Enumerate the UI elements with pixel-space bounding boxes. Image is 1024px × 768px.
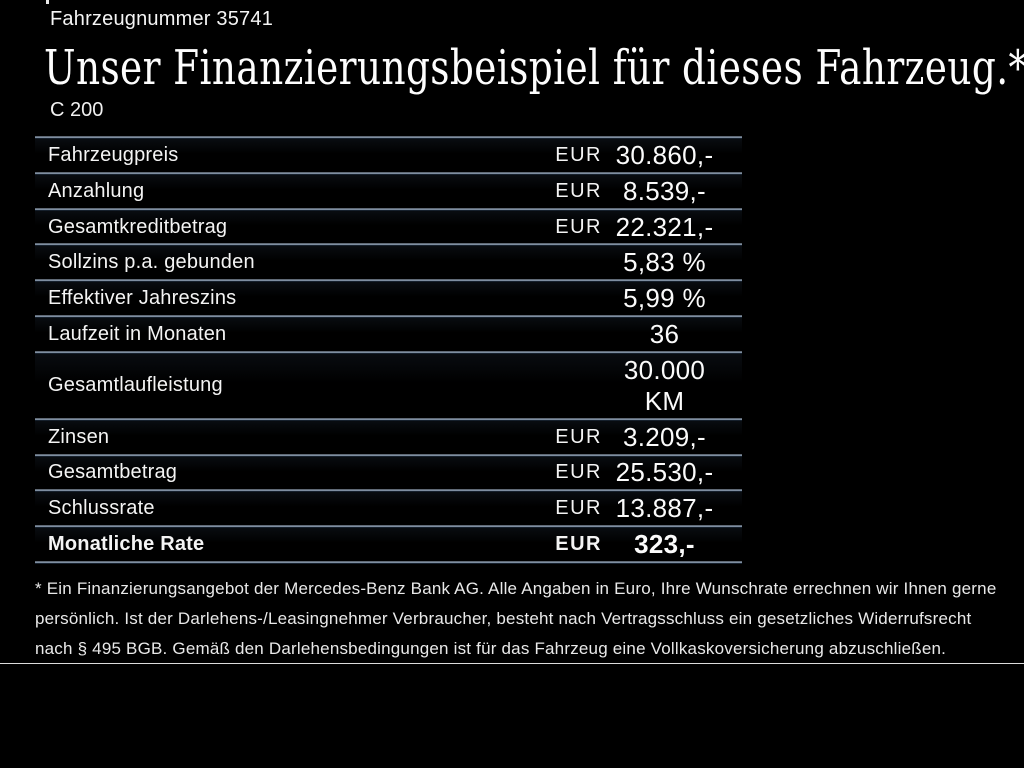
row-currency: EUR [555, 497, 602, 520]
table-divider [35, 136, 742, 139]
legal-footnote: * Ein Finanzierungsangebot der Mercedes-… [35, 579, 997, 658]
vehicle-number: Fahrzeugnummer 35741 [50, 8, 274, 30]
table-divider [35, 525, 742, 529]
row-label: Laufzeit in Monaten [48, 322, 227, 345]
row-label: Anzahlung [48, 179, 145, 202]
row-label: Schlussrate [48, 497, 155, 520]
row-value: 5,83 % [623, 247, 706, 278]
footer-separator [0, 663, 1024, 664]
top-edge-artifact [46, 0, 49, 4]
row-currency: EUR [555, 425, 602, 448]
row-value: 5,99 % [623, 283, 706, 314]
table-row: Zinsen EUR 3.209,- [35, 420, 742, 454]
table-divider [35, 350, 742, 354]
page-title: Unser Finanzierungsbeispiel für dieses F… [44, 40, 1024, 96]
table-row: Schlussrate EUR 13.887,- [35, 492, 742, 526]
table-row: Gesamtkreditbetrag EUR 22.321,- [35, 210, 742, 244]
row-value: 36 [649, 318, 680, 349]
table-row: Effektiver Jahreszins 5,99 % [35, 282, 742, 316]
row-currency: EUR [555, 143, 602, 166]
row-value: 30.860,- [615, 139, 714, 170]
table-divider [35, 315, 742, 319]
vehicle-model: C 200 [50, 99, 104, 121]
table-divider [35, 560, 742, 564]
row-value: 8.539,- [622, 175, 707, 206]
row-currency: EUR [555, 215, 602, 238]
table-row: Gesamtbetrag EUR 25.530,- [35, 456, 742, 490]
table-divider [35, 489, 742, 493]
row-label: Zinsen [48, 425, 110, 448]
row-label: Monatliche Rate [48, 533, 205, 556]
row-currency: EUR [555, 461, 602, 484]
row-label: Effektiver Jahreszins [48, 287, 237, 310]
row-value: 30.000 KM [623, 354, 706, 416]
table-row: Gesamtlaufleistung 30.000 KM [35, 353, 742, 418]
table-row: Laufzeit in Monaten 36 [35, 318, 742, 351]
row-value: 25.530,- [615, 457, 714, 488]
table-divider [35, 243, 742, 247]
table-divider [35, 171, 742, 175]
row-value: 3.209,- [622, 421, 707, 452]
footer-bar: MedeleSchäfer Autohaus Allgäu Menschen b… [0, 664, 1024, 768]
row-currency: EUR [555, 179, 602, 202]
table-divider [35, 279, 742, 283]
row-label: Gesamtbetrag [48, 461, 178, 484]
row-value: 323,- [634, 529, 695, 560]
row-label: Fahrzeugpreis [48, 143, 179, 166]
row-value: 13.887,- [615, 493, 714, 524]
table-divider [35, 453, 742, 457]
table-row: Fahrzeugpreis EUR 30.860,- [35, 139, 742, 172]
row-label: Gesamtkreditbetrag [48, 215, 228, 238]
row-label: Sollzins p.a. gebunden [48, 251, 255, 274]
table-divider [35, 417, 742, 421]
financing-table: Fahrzeugpreis EUR 30.860,- Anzahlung EUR… [35, 136, 742, 564]
table-divider [35, 207, 742, 211]
row-value: 22.321,- [615, 211, 714, 242]
table-row: Anzahlung EUR 8.539,- [35, 174, 742, 208]
row-label: Gesamtlaufleistung [48, 374, 223, 397]
table-row-monthly-rate: Monatliche Rate EUR 323,- [35, 528, 742, 561]
row-currency: EUR [555, 533, 602, 556]
table-row: Sollzins p.a. gebunden 5,83 % [35, 246, 742, 280]
